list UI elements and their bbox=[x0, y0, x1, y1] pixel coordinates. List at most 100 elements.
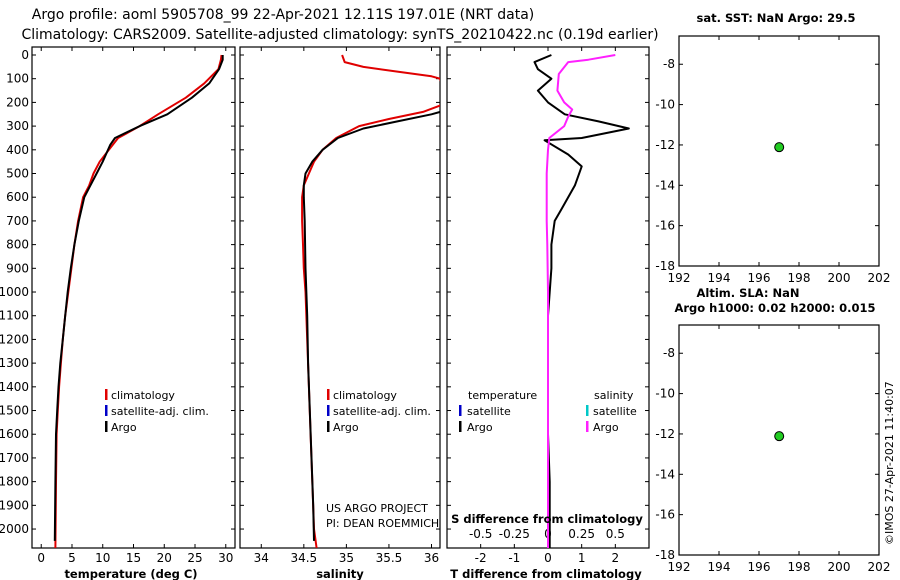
lon-tick-label: 198 bbox=[788, 271, 811, 285]
legend-swatch-climatology bbox=[327, 389, 330, 400]
legend-climatology: climatology bbox=[111, 389, 175, 402]
legend-s-satellite: satellite bbox=[593, 405, 637, 418]
x-tick-label: 1 bbox=[578, 551, 586, 565]
imos-stamp: ©IMOS 27-Apr-2021 11:40:07 bbox=[883, 381, 896, 545]
lon-tick-label: 202 bbox=[868, 560, 891, 574]
sst-frame bbox=[678, 35, 880, 267]
legend-satellite: satellite-adj. clim. bbox=[111, 405, 209, 418]
t-difference-x-axis: -2 -1 0 1 2 bbox=[475, 47, 619, 565]
depth-tick-label: 900 bbox=[6, 261, 29, 275]
sla-frame bbox=[678, 324, 880, 556]
sst-title: sat. SST: NaN Argo: 29.5 bbox=[696, 11, 855, 25]
x-tick-label: 36 bbox=[424, 551, 439, 565]
depth-tick-label: 1700 bbox=[0, 451, 29, 465]
depth-tick-label: 1100 bbox=[0, 309, 29, 323]
legend-swatch-argo bbox=[327, 421, 330, 432]
lon-tick-label: 200 bbox=[828, 271, 851, 285]
depth-tick-label: 1900 bbox=[0, 498, 29, 512]
difference-panel: -2 -1 0 1 2 -0.5 -0.25 0 0.25 0.5 temperature sa… bbox=[446, 46, 650, 580]
s-tick-label: -0.5 bbox=[469, 527, 492, 541]
legend-t-satellite: satellite bbox=[467, 405, 511, 418]
legend-swatch-s-satellite bbox=[586, 405, 589, 416]
title-line-1: Argo profile: aoml 5905708_99 22-Apr-202… bbox=[32, 7, 534, 23]
x-tick-label: 15 bbox=[126, 551, 141, 565]
salinity-panel: 34 34.5 35 35.5 36 climatology satellite-adj… bbox=[239, 46, 441, 580]
legend-swatch-t-argo bbox=[459, 421, 462, 432]
title-line-2: Climatology: CARS2009. Satellite-adjuste… bbox=[21, 27, 658, 43]
lon-tick-label: 192 bbox=[668, 560, 691, 574]
s-tick-label: 0.25 bbox=[568, 527, 595, 541]
sst-points bbox=[774, 142, 785, 153]
temperature-lines bbox=[53, 54, 224, 548]
depth-tick-label: 1800 bbox=[0, 475, 29, 489]
x-tick-label: 0 bbox=[37, 551, 45, 565]
sla-title-2: Argo h1000: 0.02 h2000: 0.015 bbox=[674, 301, 875, 315]
lon-tick-label: 200 bbox=[828, 560, 851, 574]
lat-tick-label: -14 bbox=[655, 178, 675, 192]
sla-points bbox=[774, 431, 785, 442]
depth-axis: 0 100 200 300 400 500 600 700 800 900 1000 1100 1200… bbox=[0, 48, 235, 536]
credit-pi: PI: DEAN ROEMMICH bbox=[326, 517, 439, 530]
s-difference-x-axis: -0.5 -0.25 0 0.25 0.5 bbox=[469, 527, 625, 541]
s-tick-label: 0.5 bbox=[606, 527, 625, 541]
lat-tick-label: -16 bbox=[655, 219, 675, 233]
argo-location-point bbox=[774, 142, 785, 153]
s-tick-label: -0.25 bbox=[499, 527, 530, 541]
lon-tick-label: 198 bbox=[788, 560, 811, 574]
depth-tick-label: 0 bbox=[21, 48, 29, 62]
x-tick-label: 34 bbox=[254, 551, 269, 565]
x-tick-label: 2 bbox=[612, 551, 620, 565]
salinity-xlabel: salinity bbox=[316, 567, 364, 580]
depth-tick-label: 1200 bbox=[0, 332, 29, 346]
t-difference-xlabel: T difference from climatology bbox=[450, 567, 642, 580]
temperature-x-axis: 0 5 10 15 20 25 30 bbox=[37, 47, 233, 565]
lon-tick-label: 192 bbox=[668, 271, 691, 285]
series-line-climatology bbox=[301, 54, 440, 548]
sst-x-axis: 192 194 196 198 200 202 bbox=[668, 36, 891, 285]
difference-lines bbox=[533, 54, 630, 548]
lon-tick-label: 194 bbox=[708, 560, 731, 574]
lat-tick-label: -8 bbox=[663, 57, 675, 71]
legend-swatch-t-satellite bbox=[459, 405, 462, 416]
sla-y-axis: -8 -10 -12 -14 -16 -18 bbox=[655, 346, 879, 562]
temperature-panel: 0100200300400500600700800900100011001200… bbox=[0, 46, 236, 580]
s-difference-xlabel: S difference from climatology bbox=[451, 512, 643, 526]
lon-tick-label: 202 bbox=[868, 271, 891, 285]
credit-project: US ARGO PROJECT bbox=[326, 502, 428, 515]
series-line-s-argo-clim bbox=[545, 54, 616, 548]
temperature-frame bbox=[31, 46, 236, 549]
sst-y-axis: -8 -10 -12 -14 -16 -18 bbox=[655, 57, 879, 273]
lat-tick-label: -12 bbox=[655, 427, 675, 441]
lat-tick-label: -14 bbox=[655, 467, 675, 481]
depth-tick-label: 2000 bbox=[0, 522, 29, 536]
lat-tick-label: -16 bbox=[655, 508, 675, 522]
depth-tick-label: 200 bbox=[6, 95, 29, 109]
x-tick-label: -1 bbox=[508, 551, 520, 565]
series-line-argo bbox=[302, 110, 440, 541]
legend-swatch-argo bbox=[105, 421, 108, 432]
legend-t-argo: Argo bbox=[467, 421, 493, 434]
lon-tick-label: 196 bbox=[748, 271, 771, 285]
x-tick-label: 10 bbox=[95, 551, 110, 565]
series-line-climatology bbox=[54, 54, 223, 548]
legend-swatch-satellite bbox=[327, 405, 330, 416]
legend-argo: Argo bbox=[333, 421, 359, 434]
lon-tick-label: 196 bbox=[748, 560, 771, 574]
depth-tick-label: 1300 bbox=[0, 356, 29, 370]
salinity-x-axis: 34 34.5 35 35.5 36 bbox=[254, 47, 439, 565]
argo-location-point bbox=[774, 431, 785, 442]
lat-tick-label: -18 bbox=[655, 259, 675, 273]
legend-swatch-climatology bbox=[105, 389, 108, 400]
depth-tick-label: 300 bbox=[6, 119, 29, 133]
legend-swatch-satellite bbox=[105, 405, 108, 416]
x-tick-label: 0 bbox=[544, 551, 552, 565]
legend-swatch-s-argo bbox=[586, 421, 589, 432]
depth-tick-label: 700 bbox=[6, 214, 29, 228]
x-tick-label: 25 bbox=[187, 551, 202, 565]
legend-title-salinity: salinity bbox=[594, 389, 634, 402]
lat-tick-label: -12 bbox=[655, 138, 675, 152]
difference-legend: temperature salinity satellite Argo sate… bbox=[459, 389, 637, 434]
legend-argo: Argo bbox=[111, 421, 137, 434]
lat-tick-label: -18 bbox=[655, 548, 675, 562]
